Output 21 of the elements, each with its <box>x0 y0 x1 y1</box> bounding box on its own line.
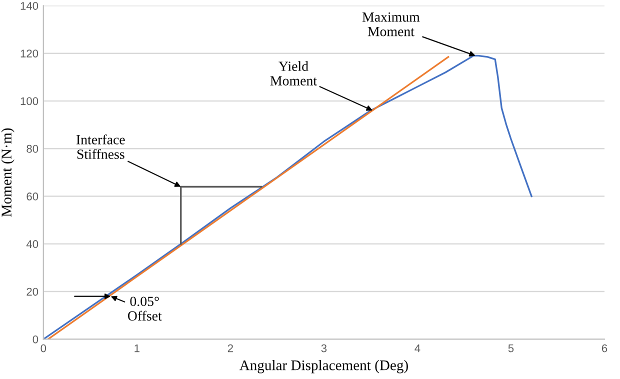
x-tick-label: 1 <box>134 344 140 352</box>
x-tick-label: 2 <box>228 344 233 352</box>
x-tick-label: 0 <box>40 344 46 352</box>
x-tick-label: 4 <box>414 344 420 352</box>
annotation: Interface Stiffness <box>76 134 125 159</box>
y-tick-label: 120 <box>20 50 38 58</box>
y-tick-label: 60 <box>26 192 38 200</box>
annotation: Maximum Moment <box>362 12 420 36</box>
annotation: 0.05° Offset <box>128 296 162 321</box>
x-tick-label: 5 <box>508 344 514 352</box>
y-axis-title: Moment (N·m) <box>1 128 14 217</box>
y-tick-label: 0 <box>32 335 38 344</box>
y-tick-label: 140 <box>20 2 38 10</box>
y-tick-label: 80 <box>26 144 38 153</box>
y-tick-label: 20 <box>26 288 38 296</box>
y-tick-label: 40 <box>26 240 38 248</box>
annotation: Yield Moment <box>270 61 317 86</box>
x-axis-title: Angular Displacement (Deg) <box>239 360 408 374</box>
x-tick-label: 6 <box>602 344 608 352</box>
x-tick-label: 3 <box>321 344 327 352</box>
y-tick-label: 100 <box>20 97 38 106</box>
